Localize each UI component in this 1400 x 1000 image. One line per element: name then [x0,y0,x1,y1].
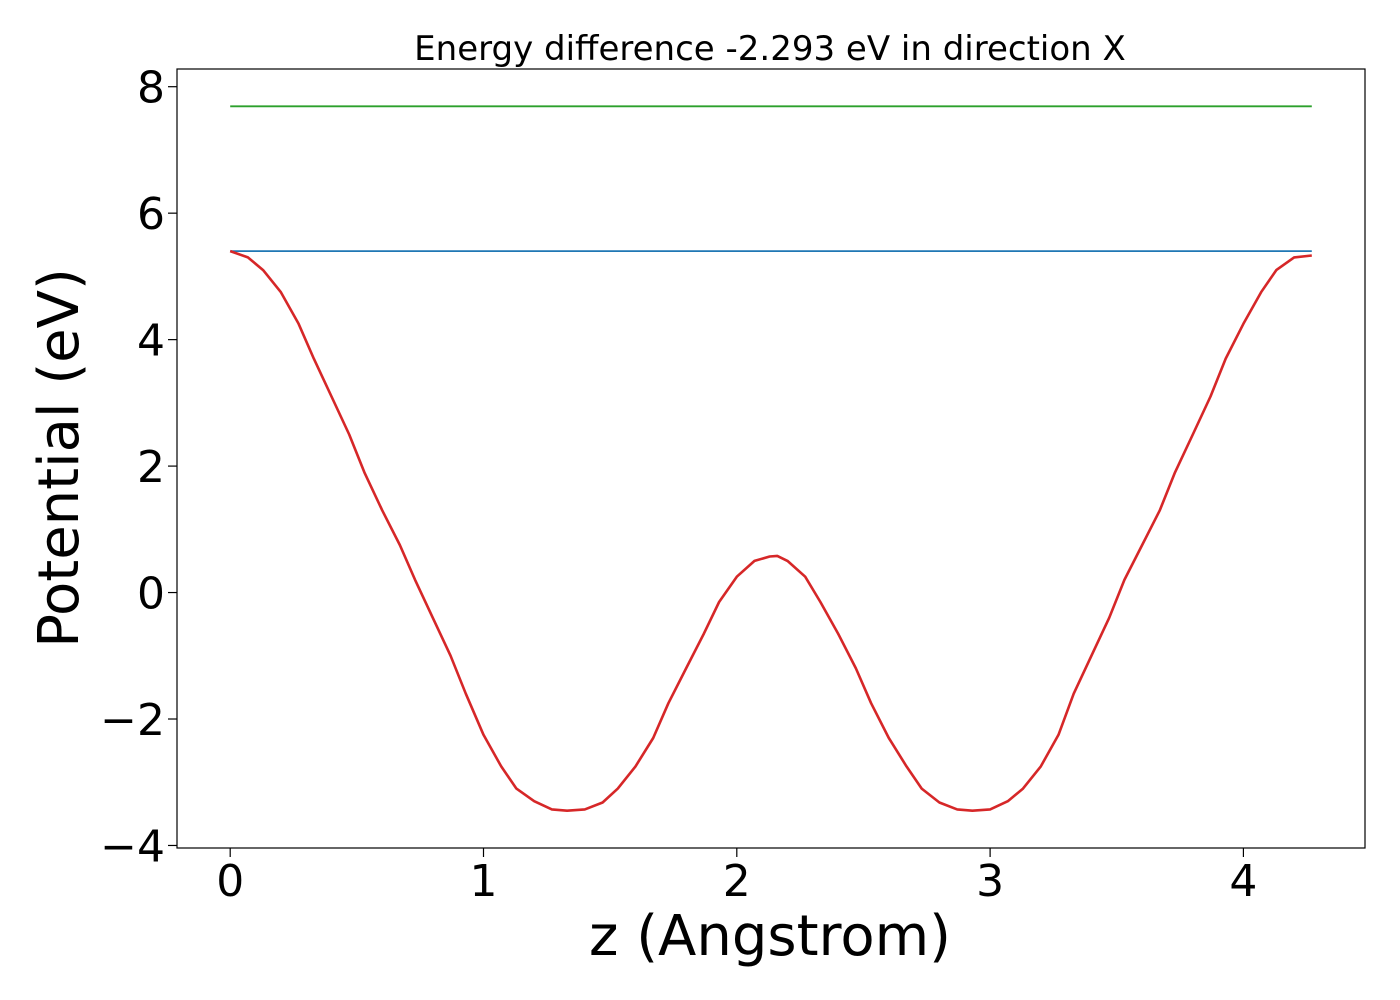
x-tick-label: 4 [1229,856,1257,907]
x-tick-label: 2 [723,856,751,907]
x-tick-label: 3 [976,856,1004,907]
y-tick-label: 0 [137,569,165,620]
x-tick-label: 1 [469,856,497,907]
y-axis-label: Potential (eV) [27,268,92,648]
chart-title: Energy difference -2.293 eV in direction… [414,29,1126,69]
y-axis: −4 −2 0 2 4 6 8 [100,63,177,872]
y-tick-label: 6 [137,189,165,240]
series-line-3 [229,249,1312,813]
y-tick-label: −2 [100,695,165,746]
x-axis-label: z (Angstrom) [589,904,951,969]
y-tick-label: 8 [137,63,165,114]
plot-frame [176,68,1366,849]
series-layer [229,105,1312,813]
x-axis: 0 1 2 3 4 [216,848,1257,907]
x-tick-label: 0 [216,856,244,907]
y-tick-label: −4 [100,821,165,872]
y-tick-label: 2 [137,442,165,493]
y-tick-label: 4 [137,316,165,367]
